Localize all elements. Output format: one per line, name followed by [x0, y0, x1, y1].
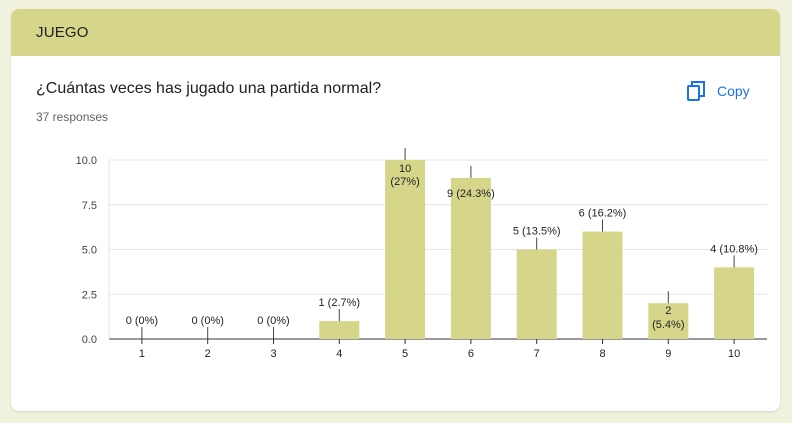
y-tick-label: 0.0 — [82, 334, 97, 346]
bar — [582, 231, 623, 339]
copy-button-label: Copy — [717, 83, 750, 99]
data-label: 9 (24.3%) — [447, 188, 495, 200]
bar — [648, 303, 689, 339]
data-label: 0 (0%) — [191, 315, 223, 327]
x-tick-label: 1 — [139, 348, 145, 360]
x-tick-label: 4 — [336, 348, 342, 360]
x-tick-label: 10 — [728, 348, 740, 360]
y-tick-label: 7.5 — [82, 200, 97, 212]
data-label: 4 (10.8%) — [710, 243, 758, 255]
data-label: 10 — [399, 163, 411, 175]
data-label: (27%) — [390, 176, 419, 188]
x-tick-label: 7 — [534, 348, 540, 360]
data-label: 0 (0%) — [257, 315, 289, 327]
data-label: 0 (0%) — [126, 315, 158, 327]
bar-chart: 0.0 2.5 5.0 7.5 10.0 1 0 (0%) 2 0 (0%) 3 0 (0%) 4 1 … — [76, 148, 767, 360]
x-tick-label: 6 — [468, 348, 474, 360]
bar — [714, 267, 755, 339]
data-label: 6 (16.2%) — [579, 208, 627, 220]
section-title: JUEGO — [36, 24, 89, 41]
data-label: 5 (13.5%) — [513, 226, 561, 238]
bar — [450, 177, 491, 339]
section-header: JUEGO — [11, 9, 780, 56]
question-title: ¿Cuántas veces has jugado una partida no… — [36, 80, 382, 97]
x-tick-label: 2 — [205, 348, 211, 360]
copy-button[interactable]: Copy — [677, 73, 760, 109]
data-label: 1 (2.7%) — [319, 297, 361, 309]
y-tick-label: 5.0 — [82, 245, 97, 257]
x-tick-label: 3 — [270, 348, 276, 360]
bar — [516, 249, 557, 339]
x-tick-label: 9 — [665, 348, 671, 360]
bar — [319, 321, 360, 339]
x-tick-label: 5 — [402, 348, 408, 360]
question-card: JUEGO ¿Cuántas veces has jugado una part… — [11, 9, 780, 411]
x-tick-label: 8 — [599, 348, 605, 360]
y-tick-label: 10.0 — [76, 155, 97, 167]
copy-icon — [687, 80, 705, 102]
data-label: (5.4%) — [652, 319, 684, 331]
data-label: 2 — [665, 305, 671, 317]
bar — [385, 160, 426, 339]
y-tick-label: 2.5 — [82, 289, 97, 301]
response-count: 37 responses — [36, 110, 109, 124]
